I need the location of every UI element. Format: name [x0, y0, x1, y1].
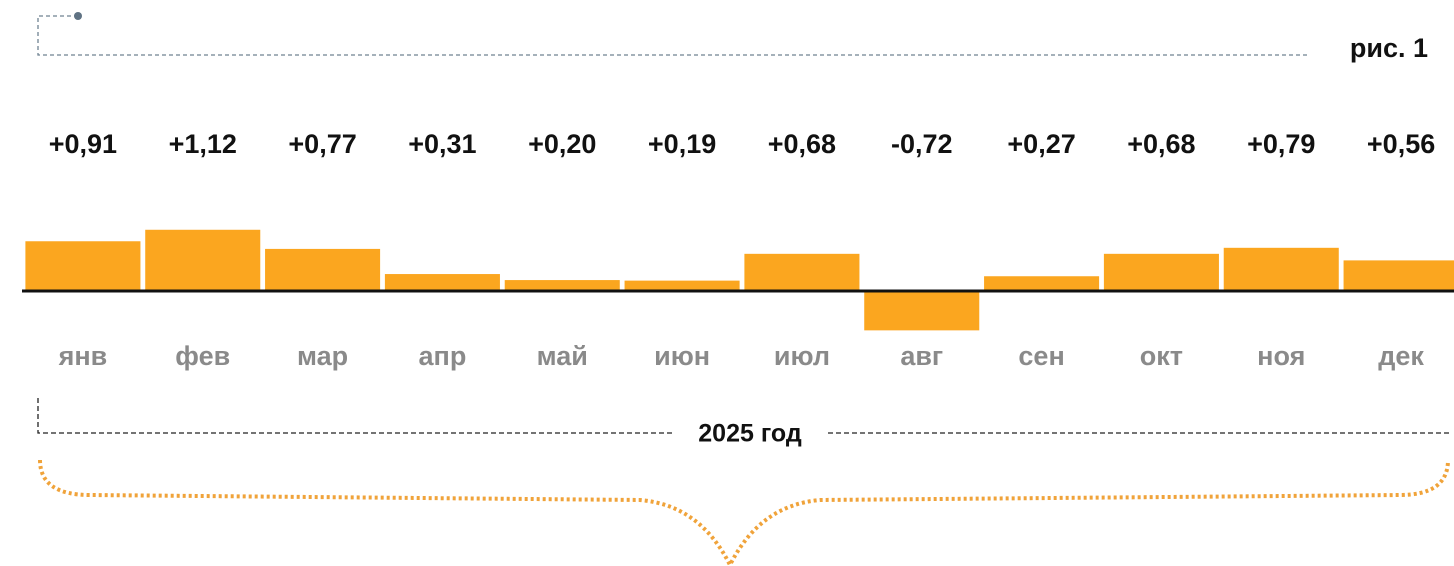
bar [744, 253, 860, 291]
period-label: 2025 год [698, 420, 802, 448]
bar [1223, 247, 1339, 291]
value-label: +0,20 [528, 129, 596, 159]
x-tick-label: июн [654, 341, 710, 371]
bar [384, 274, 500, 291]
chart-title: рис. 1 [1350, 33, 1428, 63]
value-label: +0,91 [49, 129, 117, 159]
bar [265, 248, 381, 291]
x-tick-label: мар [297, 341, 348, 371]
value-label: +0,68 [1127, 129, 1195, 159]
x-tick-label: янв [58, 341, 108, 371]
bar [1103, 253, 1219, 291]
bar [624, 280, 740, 291]
value-label: +0,77 [288, 129, 356, 159]
bar [25, 241, 141, 291]
bar [864, 291, 980, 331]
x-tick-label: ноя [1257, 341, 1305, 371]
period-line [37, 398, 1452, 434]
brace [38, 459, 1450, 566]
bar [984, 276, 1100, 291]
x-tick-label: май [537, 341, 588, 371]
x-tick-label: апр [419, 341, 467, 371]
x-tick-label: авг [900, 341, 943, 371]
bar [1343, 260, 1454, 291]
value-label: +0,68 [768, 129, 836, 159]
value-label: +0,79 [1247, 129, 1315, 159]
value-label: +0,19 [648, 129, 716, 159]
x-tick-label: дек [1378, 341, 1424, 371]
value-label: +0,31 [408, 129, 476, 159]
x-tick-label: фев [175, 341, 230, 371]
value-label: +1,12 [169, 129, 237, 159]
x-tick-label: июл [774, 341, 830, 371]
value-label: -0,72 [891, 129, 953, 159]
decor-dot [74, 12, 82, 20]
bar [504, 280, 620, 291]
x-tick-label: сен [1018, 341, 1064, 371]
bar [145, 229, 261, 291]
value-label: +0,27 [1007, 129, 1075, 159]
x-tick-label: окт [1140, 341, 1183, 371]
decor-frame [37, 15, 1310, 56]
value-label: +0,56 [1367, 129, 1435, 159]
